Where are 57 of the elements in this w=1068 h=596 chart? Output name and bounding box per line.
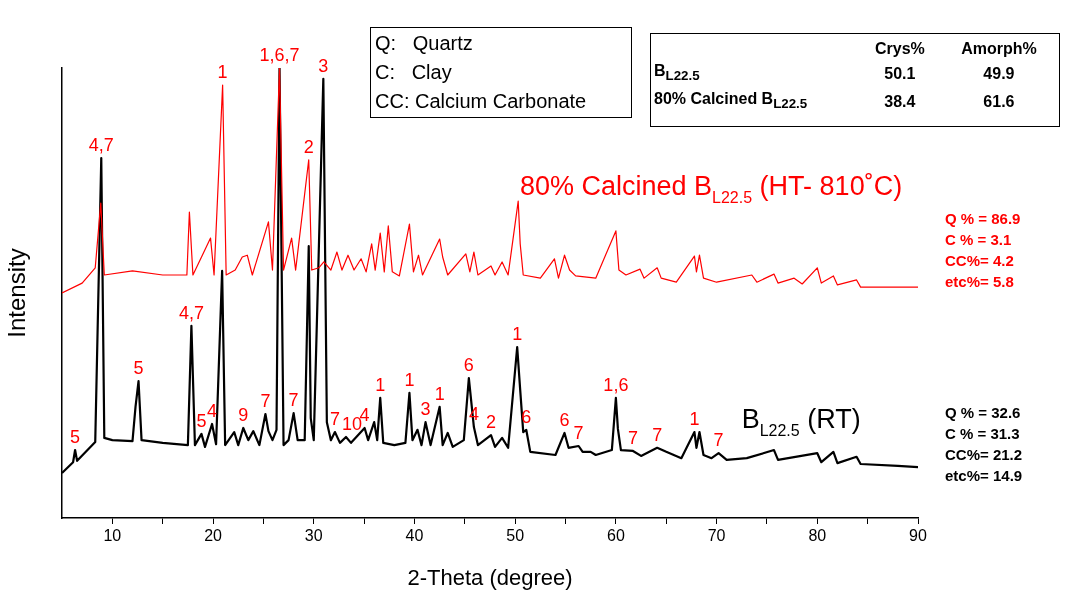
annotation: 1: [689, 409, 700, 430]
annotation: CC: Calcium Carbonate: [375, 89, 588, 114]
annotation: 3: [318, 55, 329, 76]
text: Amorph%: [960, 39, 1038, 59]
annotation: 9: [238, 405, 249, 425]
x-tick-label: 10: [103, 527, 122, 545]
annotation: 1: [217, 62, 228, 83]
text: Crys%: [873, 39, 926, 59]
annotation: 4,7: [88, 135, 114, 155]
x-tick-label: 60: [606, 527, 625, 545]
x-tick-label: 90: [909, 527, 927, 545]
annotation: 1: [434, 383, 445, 404]
annotation: C: Clay: [375, 60, 453, 85]
annotation: 1,6: [603, 374, 629, 395]
annotation: 5: [196, 410, 207, 431]
annotation: 50.1: [883, 63, 917, 84]
annotation: 6: [559, 409, 570, 430]
annotation: 2: [303, 136, 314, 157]
x-tick-label: 80: [808, 527, 827, 545]
text: etc%= 5.8: [945, 272, 1015, 292]
text: Q: Quartz: [375, 31, 474, 56]
annotation: 2: [486, 412, 497, 433]
annotation: 5: [133, 358, 144, 379]
annotation: 1: [404, 369, 415, 390]
text: 49.9: [982, 63, 1016, 84]
annotation: 7: [329, 409, 340, 430]
annotation: 7: [713, 430, 724, 451]
annotation: 4,7: [178, 302, 204, 323]
annotation: 7: [652, 424, 663, 445]
annotation: 38.4: [883, 91, 917, 112]
annotation: 1: [375, 374, 386, 395]
x-tick-label: 50: [506, 527, 525, 545]
annotation: 1: [512, 324, 523, 344]
text: CC%= 4.2: [945, 251, 1015, 271]
text: C % = 3.1: [945, 230, 1013, 250]
annotation: B$_{L22.5}$: [653, 61, 701, 86]
annotation: 7: [288, 390, 299, 411]
annotation: 3: [420, 399, 431, 420]
annotation: 7: [573, 423, 584, 443]
annotation: 6: [463, 355, 474, 376]
text: 61.6: [982, 91, 1016, 112]
annotation: 1,6,7: [259, 45, 300, 65]
x-tick-label: 20: [204, 527, 223, 545]
x-tick-label: 30: [304, 527, 323, 545]
text: Q % = 86.9: [945, 209, 1021, 229]
y-axis-title: Intensity: [3, 248, 31, 338]
text: C % = 31.3: [945, 424, 1021, 444]
annotation: 7: [628, 427, 639, 448]
text: CC%= 21.2: [945, 445, 1023, 465]
annotation: 5: [70, 427, 81, 448]
text: Q % = 32.6: [945, 403, 1022, 423]
x-axis-title: 2-Theta (degree): [407, 564, 573, 590]
x-tick-label: 40: [405, 527, 424, 545]
text: etc%= 14.9: [945, 466, 1023, 486]
annotation: 80% Calcined B$_{L22.5}$: [653, 89, 809, 114]
x-tick-label: 70: [707, 527, 726, 545]
annotation: 7: [260, 391, 271, 412]
